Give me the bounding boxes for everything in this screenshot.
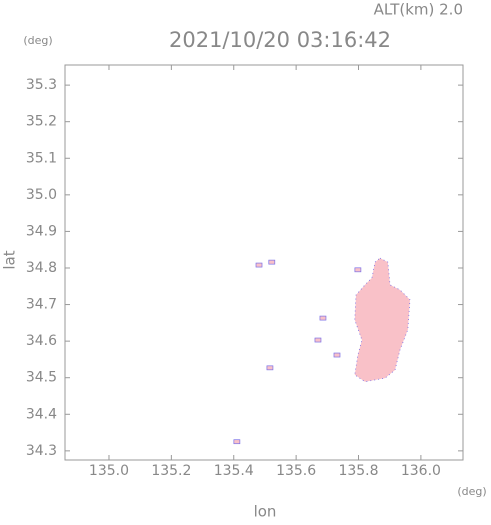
y-tick-label: 34.6: [26, 333, 57, 349]
x-tick-label: 136.0: [401, 463, 441, 479]
echo-cell: [314, 337, 322, 343]
y-tick-label: 34.7: [26, 297, 57, 313]
y-tick-label: 35.2: [26, 114, 57, 130]
echo-cell: [319, 315, 327, 321]
y-tick-label: 34.4: [26, 406, 57, 422]
chart-title: 2021/10/20 03:16:42: [169, 28, 391, 52]
x-tick-label: 135.0: [89, 463, 129, 479]
x-tick-label: 135.6: [276, 463, 316, 479]
echo-cell: [266, 365, 274, 371]
y-tick-label: 34.3: [26, 443, 57, 459]
y-tick-label: 35.1: [26, 150, 57, 166]
altitude-label: ALT(km) 2.0: [374, 1, 463, 19]
y-tick-label: 34.9: [26, 223, 57, 239]
y-tick-label: 34.5: [26, 370, 57, 386]
echo-cell: [354, 267, 362, 273]
echo-cell: [268, 259, 276, 265]
echo-cell: [233, 439, 241, 445]
echo-cell: [255, 262, 263, 268]
x-unit: (deg): [457, 485, 486, 498]
x-axis-label: lon: [254, 503, 277, 521]
echo-cell: [333, 352, 341, 358]
y-axis-label: lat: [1, 250, 19, 269]
y-tick-label: 35.0: [26, 187, 57, 203]
x-tick-label: 135.2: [151, 463, 191, 479]
y-unit: (deg): [23, 34, 52, 47]
plot-frame: [64, 64, 464, 461]
x-tick-label: 135.4: [214, 463, 254, 479]
x-tick-label: 135.8: [338, 463, 378, 479]
y-tick-label: 35.3: [26, 77, 57, 93]
echo-region: [354, 257, 411, 383]
y-tick-label: 34.8: [26, 260, 57, 276]
